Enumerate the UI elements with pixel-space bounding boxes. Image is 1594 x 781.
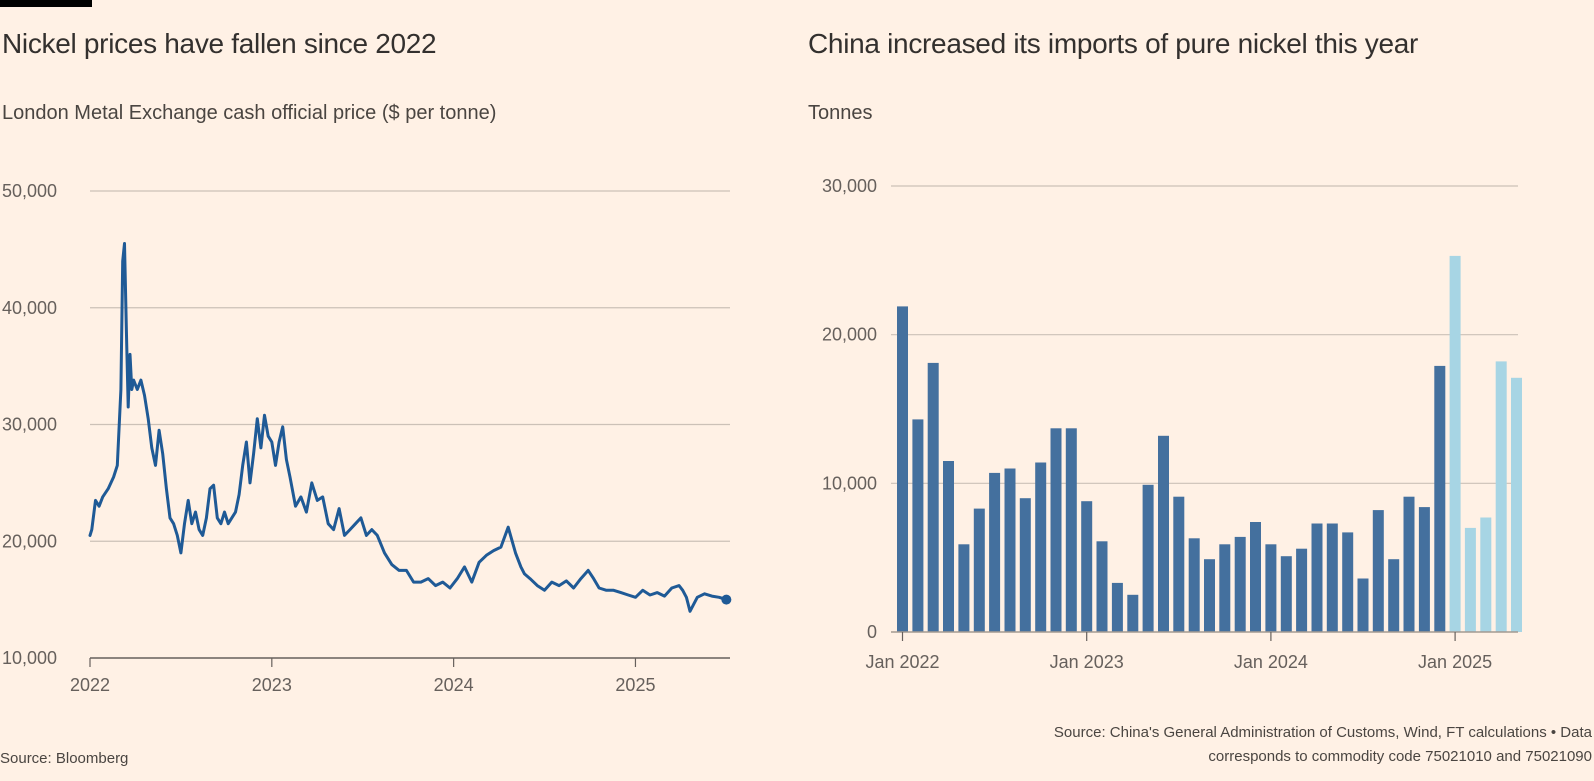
x-tick-label: 2023 bbox=[252, 675, 292, 695]
y-tick-label: 20,000 bbox=[2, 531, 57, 551]
bar bbox=[1111, 582, 1123, 632]
bar bbox=[1434, 365, 1446, 632]
bar bbox=[1449, 255, 1461, 632]
bar bbox=[912, 419, 924, 632]
bar bbox=[1173, 496, 1185, 632]
bar bbox=[927, 362, 939, 632]
y-tick-label: 0 bbox=[867, 622, 877, 642]
bar bbox=[1158, 435, 1169, 632]
bar bbox=[1142, 484, 1154, 632]
x-tick-label: Jan 2023 bbox=[1050, 652, 1124, 672]
right-chart-title: China increased its imports of pure nick… bbox=[808, 28, 1419, 59]
x-tick-label: Jan 2022 bbox=[865, 652, 939, 672]
x-tick-label: Jan 2025 bbox=[1418, 652, 1492, 672]
x-tick-label: 2025 bbox=[615, 675, 655, 695]
bar bbox=[1096, 541, 1108, 632]
bar bbox=[1464, 527, 1476, 632]
bar bbox=[1296, 548, 1308, 632]
bar bbox=[1127, 594, 1139, 632]
bar bbox=[1418, 507, 1430, 632]
x-tick-label: Jan 2024 bbox=[1234, 652, 1308, 672]
bar bbox=[1250, 522, 1261, 632]
bar bbox=[1495, 361, 1507, 632]
bar bbox=[1372, 510, 1384, 632]
bar bbox=[1204, 559, 1215, 632]
bar bbox=[1403, 496, 1415, 632]
bar bbox=[1065, 428, 1077, 632]
bar bbox=[1342, 532, 1354, 632]
bar bbox=[897, 306, 908, 632]
price-line bbox=[88, 242, 728, 613]
bar bbox=[1480, 517, 1492, 632]
bar bbox=[1219, 544, 1231, 632]
x-tick-label: 2024 bbox=[434, 675, 474, 695]
bar bbox=[1188, 538, 1200, 632]
right-chart-subtitle: Tonnes bbox=[808, 102, 873, 124]
bar bbox=[1050, 428, 1062, 632]
bar bbox=[989, 472, 1001, 632]
bar bbox=[958, 544, 970, 632]
bar bbox=[1388, 559, 1400, 632]
y-tick-label: 30,000 bbox=[822, 176, 877, 196]
bar bbox=[1511, 377, 1522, 632]
y-tick-label: 10,000 bbox=[2, 648, 57, 668]
y-tick-label: 20,000 bbox=[822, 325, 877, 345]
left-chart-source: Source: Bloomberg bbox=[0, 750, 129, 767]
last-value-marker bbox=[721, 594, 732, 605]
y-tick-label: 30,000 bbox=[2, 415, 57, 435]
y-tick-label: 40,000 bbox=[2, 298, 57, 318]
left-chart-title: Nickel prices have fallen since 2022 bbox=[2, 28, 437, 59]
bar bbox=[943, 461, 954, 632]
left-chart-subtitle: London Metal Exchange cash official pric… bbox=[2, 102, 497, 124]
bar bbox=[1081, 501, 1093, 632]
right-chart-source-line1: Source: China's General Administration o… bbox=[1053, 724, 1592, 741]
bar bbox=[973, 508, 985, 632]
bar bbox=[1357, 578, 1369, 632]
right-chart-source-line2: corresponds to commodity code 75021010 a… bbox=[1208, 748, 1592, 765]
bar bbox=[1035, 462, 1047, 632]
bar bbox=[1019, 498, 1031, 632]
x-tick-label: 2022 bbox=[70, 675, 110, 695]
bar bbox=[1326, 523, 1338, 632]
bar bbox=[1265, 544, 1277, 632]
y-tick-label: 10,000 bbox=[822, 473, 877, 493]
bar bbox=[1311, 523, 1323, 632]
y-tick-label: 50,000 bbox=[2, 181, 57, 201]
brand-bar bbox=[0, 0, 92, 7]
bar bbox=[1234, 536, 1246, 632]
bar bbox=[1004, 468, 1016, 632]
bar bbox=[1280, 556, 1292, 632]
